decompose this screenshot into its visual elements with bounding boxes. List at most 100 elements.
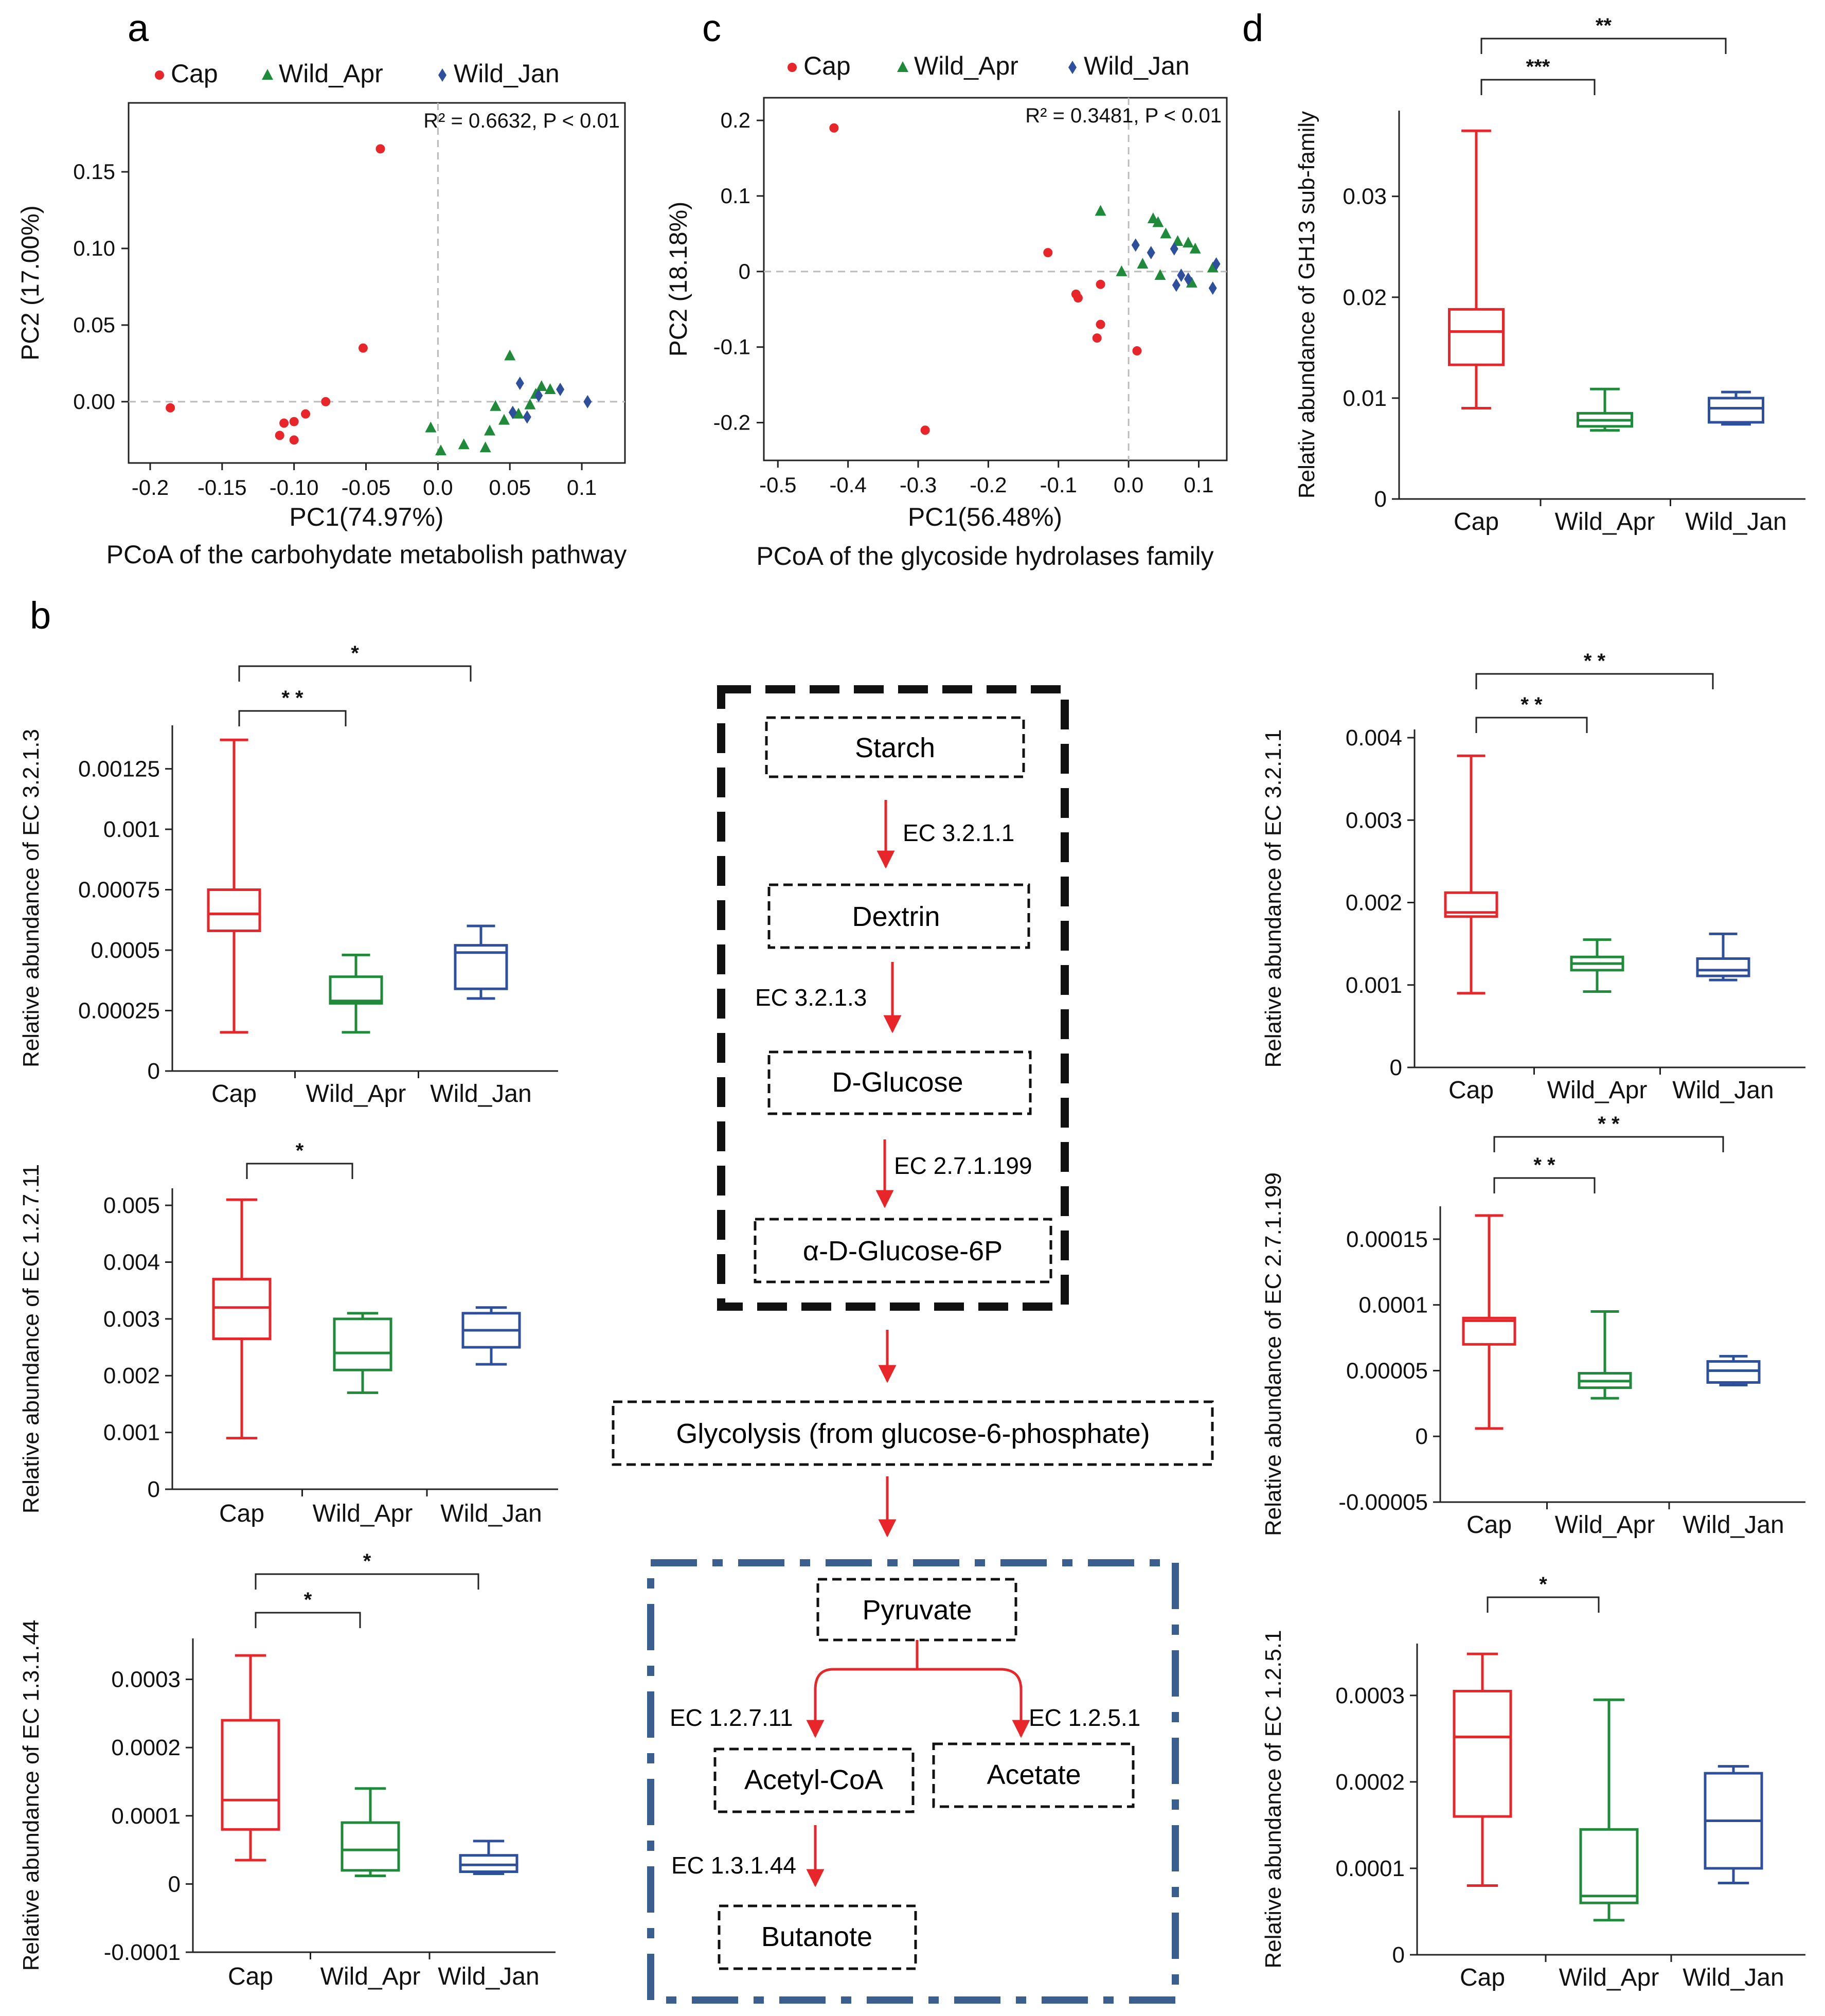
arrow-pyruvate-acetate bbox=[1000, 1668, 1030, 1738]
point-wild_jan bbox=[1177, 269, 1186, 282]
enzyme-ec-2-7-1-199: EC 2.7.1.199 bbox=[894, 1152, 1032, 1179]
x-tick-label: -0.10 bbox=[270, 475, 319, 499]
y-tick-label: 0.0003 bbox=[111, 1667, 181, 1692]
significance-bracket bbox=[1475, 717, 1588, 733]
box-wild_apr bbox=[1579, 1698, 1639, 1922]
significance-bracket bbox=[246, 1163, 353, 1179]
node-acetylcoa: Acetyl-CoA bbox=[744, 1764, 883, 1795]
y-tick-label: 0.002 bbox=[1346, 890, 1402, 916]
legend-marker-cap bbox=[788, 63, 797, 72]
point-wild_jan bbox=[515, 377, 524, 390]
point-cap bbox=[301, 409, 311, 419]
box-cap bbox=[1444, 754, 1498, 995]
box-wild_jan bbox=[459, 1840, 518, 1875]
enzyme-ec-1-2-5-1: EC 1.2.5.1 bbox=[1029, 1704, 1140, 1731]
iqr-box bbox=[329, 975, 383, 1005]
significance-bracket bbox=[1487, 1596, 1600, 1613]
significance-bracket bbox=[238, 710, 347, 726]
point-wild_jan bbox=[508, 405, 517, 419]
chart-box_ec13144: -0.0001 0 0.0001 0.0002 0.0003 Cap Wild_Apr Wil… bbox=[19, 1550, 556, 1990]
point-wild_jan bbox=[1208, 281, 1217, 295]
x-tick-label: -0.15 bbox=[198, 475, 247, 499]
category-label: Wild_Jan bbox=[440, 1500, 542, 1527]
category-label: Cap bbox=[1466, 1511, 1512, 1539]
box-wild_apr bbox=[341, 1787, 400, 1877]
legend-marker-wild_jan bbox=[1068, 61, 1077, 74]
point-wild_apr bbox=[1207, 261, 1219, 273]
x-tick-label: 0.05 bbox=[489, 475, 531, 499]
category-label: Wild_Apr bbox=[1559, 1964, 1659, 1991]
y-tick-label: 0.00005 bbox=[1346, 1358, 1428, 1383]
significance-label: * bbox=[296, 1139, 304, 1162]
enzyme-ec-1-3-1-44: EC 1.3.1.44 bbox=[671, 1852, 796, 1879]
significance-bracket bbox=[255, 1573, 479, 1590]
legend-marker-wild_jan bbox=[438, 68, 446, 82]
x-tick-label: 0.1 bbox=[1184, 473, 1213, 497]
node-pyruvate: Pyruvate bbox=[862, 1595, 972, 1626]
box-cap bbox=[1453, 1652, 1512, 1887]
box-cap bbox=[1448, 129, 1505, 410]
iqr-box bbox=[212, 1278, 272, 1340]
y-axis-label: Relative abundance of EC 1.2.7.11 bbox=[19, 1164, 44, 1513]
y-tick-label: 0 bbox=[148, 1477, 160, 1502]
category-label: Wild_Jan bbox=[1672, 1077, 1774, 1104]
y-tick-label: -0.00005 bbox=[1338, 1490, 1428, 1515]
chart-pcoa_c: -0.5 -0.4 -0.3 -0.2 -0.1 0.0 0.1 -0.2 -0.1 0 0.1 0.… bbox=[665, 51, 1228, 570]
box-wild_jan bbox=[454, 924, 508, 1000]
significance-label: *** bbox=[1526, 56, 1550, 78]
y-tick-label: 0.00 bbox=[73, 389, 115, 414]
point-cap bbox=[166, 403, 175, 413]
significance-label: * * bbox=[1584, 650, 1606, 672]
point-wild_apr bbox=[544, 383, 556, 395]
iqr-box bbox=[221, 1719, 280, 1831]
point-wild_apr bbox=[435, 444, 446, 456]
chart-box_gh13: 0 0.01 0.02 0.03 Cap Wild_Apr Wild_Jan Relativ … bbox=[1294, 14, 1805, 536]
plot-frame bbox=[763, 97, 1228, 461]
iqr-box bbox=[207, 888, 261, 932]
category-label: Wild_Apr bbox=[1555, 1511, 1655, 1539]
point-cap bbox=[829, 123, 839, 133]
y-tick-label: 0.15 bbox=[73, 159, 115, 184]
y-tick-label: 0 bbox=[168, 1871, 181, 1897]
box-wild_apr bbox=[329, 953, 383, 1034]
node-dextrin: Dextrin bbox=[852, 901, 940, 932]
significance-bracket bbox=[238, 665, 472, 682]
y-tick-label: 0.004 bbox=[1346, 725, 1402, 751]
point-wild_jan bbox=[556, 383, 565, 397]
point-wild_apr bbox=[458, 438, 470, 450]
significance-bracket bbox=[255, 1612, 361, 1628]
node-box-dextrin bbox=[767, 883, 1030, 949]
charts-layer: -0.2 -0.15 -0.10 -0.05 0.0 0.05 0.10.000.050.1… bbox=[17, 14, 1805, 1991]
iqr-box bbox=[1462, 1316, 1516, 1346]
category-label: Wild_Apr bbox=[1555, 508, 1655, 536]
stat-annotation: R² = 0.6632, P < 0.01 bbox=[423, 110, 620, 132]
point-cap bbox=[1092, 333, 1102, 343]
point-cap bbox=[275, 431, 284, 440]
y-tick-label: 0.0003 bbox=[1335, 1683, 1405, 1708]
point-wild_jan bbox=[1147, 246, 1155, 260]
y-tick-label: 0.02 bbox=[1343, 285, 1387, 310]
box-wild_jan bbox=[1706, 1354, 1761, 1387]
point-cap bbox=[1043, 248, 1053, 258]
y-tick-label: 0.00125 bbox=[78, 757, 160, 782]
y-tick-label: 0.001 bbox=[103, 1420, 160, 1446]
x-tick-label: 0.0 bbox=[423, 475, 453, 499]
x-tick-label: -0.05 bbox=[342, 475, 391, 499]
y-axis-label: Relative abundance of EC 2.7.1.199 bbox=[1261, 1172, 1286, 1536]
panel-letter-d: d bbox=[1242, 7, 1263, 49]
chart-title: PCoA of the carbohydate metabolish pathw… bbox=[106, 540, 627, 569]
legend-label: Wild_Apr bbox=[914, 51, 1018, 80]
point-wild_apr bbox=[1116, 265, 1128, 276]
x-tick-label: -0.1 bbox=[1040, 473, 1077, 497]
category-label: Wild_Jan bbox=[1683, 1511, 1784, 1539]
category-label: Wild_Apr bbox=[320, 1963, 421, 1990]
y-tick-label: 0.002 bbox=[103, 1363, 160, 1388]
chart-pcoa_a: -0.2 -0.15 -0.10 -0.05 0.0 0.05 0.1 0.00 0.05 0.1… bbox=[17, 59, 627, 569]
y-tick-label: 0.00015 bbox=[1346, 1227, 1428, 1252]
y-tick-label: -0.0001 bbox=[104, 1940, 181, 1965]
fermentation-box bbox=[647, 1559, 1179, 2004]
point-cap bbox=[358, 343, 368, 353]
y-tick-label: 0.005 bbox=[103, 1193, 160, 1218]
legend-label: Cap bbox=[171, 59, 218, 88]
iqr-box bbox=[1706, 1360, 1761, 1384]
